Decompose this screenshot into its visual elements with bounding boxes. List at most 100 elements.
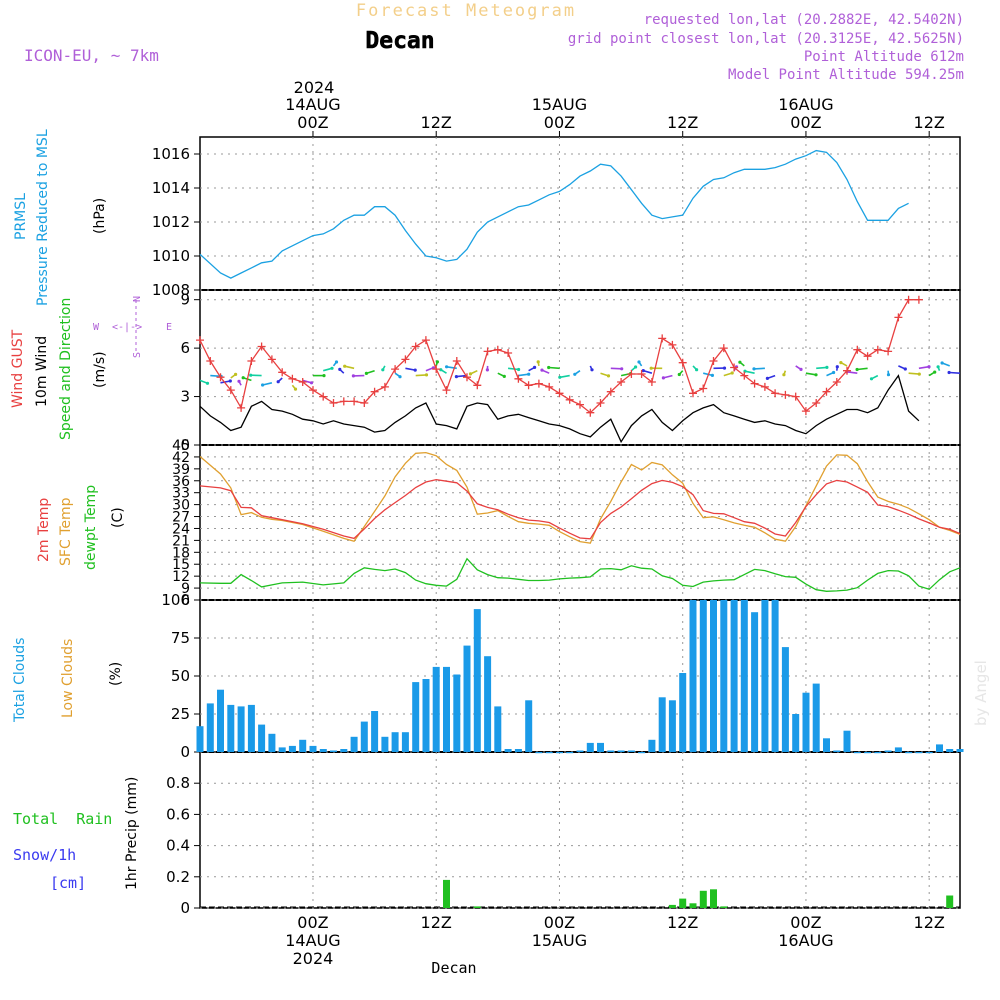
cloud-bar xyxy=(309,745,317,752)
top-time-label: 12Z xyxy=(421,113,452,132)
y-tick-label: 1012 xyxy=(152,213,190,231)
point-altitude: Point Altitude 612m xyxy=(804,49,964,65)
gust-marker xyxy=(689,389,697,398)
gust-marker xyxy=(257,342,266,351)
y-tick-label: 42 xyxy=(172,450,190,466)
wind-arrow xyxy=(559,374,570,379)
cloud-bar xyxy=(607,750,615,752)
cloud-bar xyxy=(751,612,759,752)
wind-arrow-head xyxy=(435,360,439,364)
wind-arrow-head xyxy=(338,367,342,371)
cloud-bar xyxy=(381,736,389,752)
wind-arrow-head xyxy=(454,375,458,379)
wind-arrow-head xyxy=(536,360,540,364)
wind-arrow-head xyxy=(424,373,429,377)
wind-arrow-head xyxy=(309,381,314,385)
wind-arrow-head xyxy=(695,368,699,372)
cloud-bar xyxy=(391,732,399,752)
cloud-bar xyxy=(432,666,440,752)
gust-marker xyxy=(309,386,317,395)
gust-marker xyxy=(267,355,276,364)
y-tick-label: 12 xyxy=(172,569,190,585)
cloud-bar xyxy=(504,749,512,752)
cloud-bar xyxy=(617,750,625,752)
gust-marker xyxy=(668,340,677,349)
gust-marker xyxy=(504,349,513,357)
cloud-bar xyxy=(268,733,276,752)
temp-unit: (C) xyxy=(110,507,126,528)
gust-marker xyxy=(843,366,851,375)
wind-arrow-head xyxy=(835,365,839,369)
gust-marker xyxy=(452,357,461,365)
sfc-label: SFC Temp xyxy=(58,497,74,566)
cloud-bar xyxy=(668,700,676,752)
wind-arrow xyxy=(744,370,755,374)
wind-arrow-head xyxy=(917,372,921,376)
cloud-bar xyxy=(761,600,769,752)
wind-arrow-head xyxy=(381,368,385,372)
wind-arrow-head xyxy=(485,368,489,372)
model-altitude: Model Point Altitude 594.25m xyxy=(728,67,964,83)
prmsl-label: PRMSL xyxy=(13,193,29,240)
wind-arrow-head xyxy=(677,372,681,377)
y-tick-label: 3 xyxy=(180,388,190,406)
cloud-bar xyxy=(812,683,820,752)
wind-arrow-head xyxy=(730,371,734,375)
top-time-label: 00Z xyxy=(544,113,575,132)
wind-arrow xyxy=(446,366,457,370)
rain-label: Total Rain xyxy=(13,810,112,828)
wind-arrow xyxy=(405,367,416,371)
gust-marker xyxy=(196,336,204,345)
cloud-bar xyxy=(699,600,707,752)
gust-marker xyxy=(421,336,430,345)
y-tick-label: 9 xyxy=(180,291,190,309)
wind-arrow xyxy=(908,372,920,375)
rain-bar xyxy=(689,903,697,908)
wind-arrow-head xyxy=(738,360,742,364)
cloud-bar xyxy=(710,600,717,752)
t2m-label: 2m Temp xyxy=(36,498,52,562)
cloud-bar xyxy=(278,747,286,752)
y-tick-label: 1008 xyxy=(152,281,190,299)
dew-label: dewpt Temp xyxy=(83,485,99,570)
wind-compass: W <-|-> E N S xyxy=(93,296,172,358)
cloud-bar xyxy=(473,609,481,752)
cloud-bar xyxy=(196,726,204,752)
gridpoint-coords: grid point closest lon,lat (20.3125E, 42… xyxy=(568,31,964,47)
wind-arrow xyxy=(816,366,827,370)
gust-marker xyxy=(278,368,287,377)
wind-arrow-head xyxy=(661,376,666,380)
y-tick-label: 0.4 xyxy=(166,837,190,855)
gust-marker xyxy=(709,357,718,365)
gust-marker xyxy=(647,378,656,386)
cloud-bar xyxy=(771,600,779,752)
rain-bar xyxy=(668,904,676,908)
gust-marker xyxy=(832,378,841,386)
wind-arrow-head xyxy=(343,364,347,368)
wind10-label: 10m Wind xyxy=(34,336,50,407)
cloud-bar xyxy=(258,724,266,752)
gust-marker xyxy=(319,392,328,401)
top-time-label: 12Z xyxy=(914,113,945,132)
rain-bar xyxy=(710,889,717,908)
gust-marker xyxy=(678,358,687,367)
y-tick-label: 1010 xyxy=(152,247,190,265)
gust-marker xyxy=(750,379,759,388)
wind-arrow-head xyxy=(228,379,232,383)
gust-marker xyxy=(411,342,420,351)
temp-labels: 2m Temp SFC Temp dewpt Temp (C) xyxy=(36,485,126,570)
cloud-bar xyxy=(853,752,861,754)
cm-label: [cm] xyxy=(50,874,86,892)
total-clouds-label: Total Clouds xyxy=(12,638,28,723)
wind-arrow xyxy=(344,365,355,370)
cloud-bar xyxy=(514,749,522,752)
cloud-bar xyxy=(781,647,789,752)
cloud-bar xyxy=(597,742,604,752)
wind-arrow xyxy=(805,372,817,376)
wind-arrow-head xyxy=(502,374,506,378)
wind-arrow-head xyxy=(398,375,402,379)
compass-w: W xyxy=(93,322,100,333)
compass-n: N xyxy=(132,296,143,302)
